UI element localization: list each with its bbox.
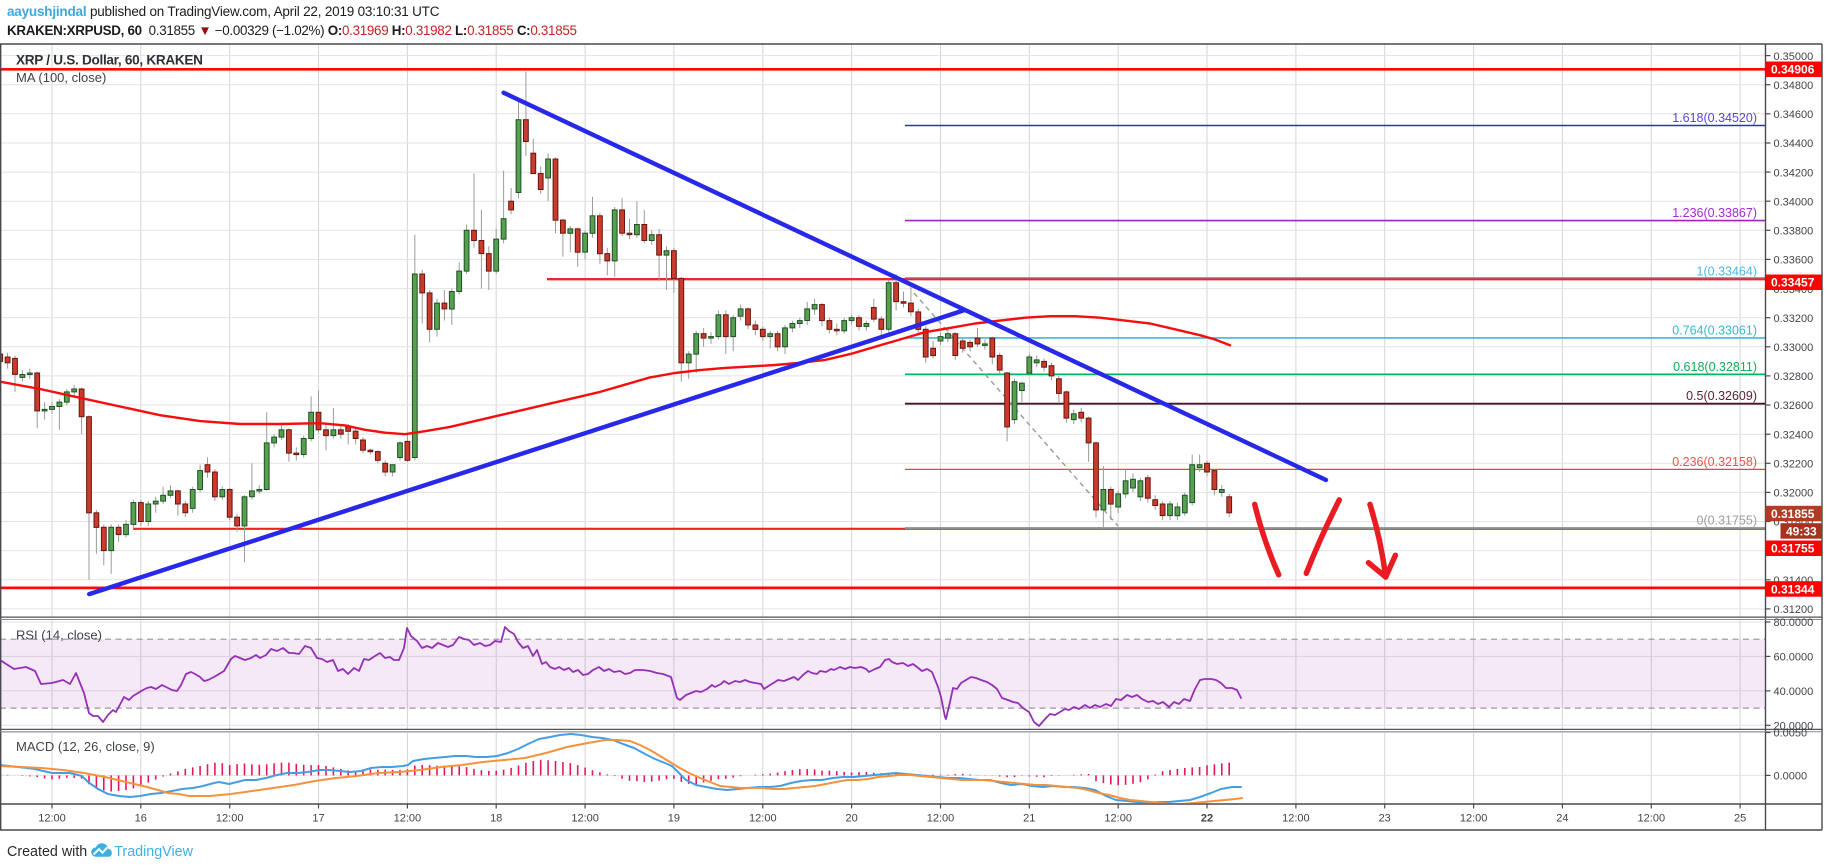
svg-text:12:00: 12:00 xyxy=(1282,813,1310,825)
svg-text:16: 16 xyxy=(135,813,147,825)
svg-text:0.34800: 0.34800 xyxy=(1774,80,1814,92)
svg-text:0.236(0.32158): 0.236(0.32158) xyxy=(1672,455,1757,469)
svg-text:0.33600: 0.33600 xyxy=(1774,255,1814,267)
svg-text:19: 19 xyxy=(668,813,680,825)
svg-text:0.35000: 0.35000 xyxy=(1774,51,1814,63)
svg-text:0.32600: 0.32600 xyxy=(1774,400,1814,412)
svg-text:0.33457: 0.33457 xyxy=(1771,276,1815,290)
svg-text:12:00: 12:00 xyxy=(571,813,599,825)
svg-text:0.34906: 0.34906 xyxy=(1771,63,1815,77)
svg-text:MACD (12, 26, close, 9): MACD (12, 26, close, 9) xyxy=(16,739,155,754)
svg-text:23: 23 xyxy=(1379,813,1391,825)
svg-text:RSI (14, close): RSI (14, close) xyxy=(16,628,102,643)
svg-text:25: 25 xyxy=(1734,813,1746,825)
svg-text:0.32000: 0.32000 xyxy=(1774,488,1814,500)
svg-text:0.32800: 0.32800 xyxy=(1774,371,1814,383)
svg-text:49:33: 49:33 xyxy=(1786,524,1817,538)
svg-text:0.34200: 0.34200 xyxy=(1774,167,1814,179)
svg-text:21: 21 xyxy=(1023,813,1035,825)
svg-text:1(0.33464): 1(0.33464) xyxy=(1697,265,1757,279)
svg-text:80.0000: 80.0000 xyxy=(1774,617,1814,629)
svg-text:0(0.31755): 0(0.31755) xyxy=(1697,514,1757,528)
svg-text:18: 18 xyxy=(490,813,502,825)
svg-text:0.0000: 0.0000 xyxy=(1774,771,1808,783)
svg-text:0.33000: 0.33000 xyxy=(1774,342,1814,354)
svg-text:0.764(0.33061): 0.764(0.33061) xyxy=(1672,323,1757,337)
svg-text:0.31344: 0.31344 xyxy=(1771,582,1815,596)
svg-text:12:00: 12:00 xyxy=(927,813,955,825)
svg-text:22: 22 xyxy=(1201,813,1213,825)
svg-text:MA (100, close): MA (100, close) xyxy=(16,70,106,85)
svg-text:0.618(0.32811): 0.618(0.32811) xyxy=(1673,360,1757,374)
svg-text:0.32200: 0.32200 xyxy=(1774,459,1814,471)
svg-text:12:00: 12:00 xyxy=(38,813,66,825)
svg-text:12:00: 12:00 xyxy=(1104,813,1132,825)
svg-text:60.0000: 60.0000 xyxy=(1774,652,1814,664)
svg-text:0.32400: 0.32400 xyxy=(1774,429,1814,441)
svg-text:0.31755: 0.31755 xyxy=(1771,542,1815,556)
svg-text:20.0000: 20.0000 xyxy=(1774,721,1814,733)
svg-text:0.34000: 0.34000 xyxy=(1774,196,1814,208)
svg-text:17: 17 xyxy=(312,813,324,825)
svg-text:20: 20 xyxy=(845,813,857,825)
svg-text:12:00: 12:00 xyxy=(749,813,777,825)
svg-text:24: 24 xyxy=(1556,813,1568,825)
svg-text:0.33200: 0.33200 xyxy=(1774,313,1814,325)
svg-text:0.34600: 0.34600 xyxy=(1774,109,1814,121)
svg-text:0.33800: 0.33800 xyxy=(1774,226,1814,238)
svg-text:12:00: 12:00 xyxy=(216,813,244,825)
svg-text:0.31200: 0.31200 xyxy=(1774,604,1814,616)
svg-text:1.618(0.34520): 1.618(0.34520) xyxy=(1672,111,1757,125)
svg-text:40.0000: 40.0000 xyxy=(1774,686,1814,698)
svg-text:1.236(0.33867): 1.236(0.33867) xyxy=(1672,206,1757,220)
svg-text:0.5(0.32609): 0.5(0.32609) xyxy=(1686,389,1757,403)
svg-text:0.34400: 0.34400 xyxy=(1774,138,1814,150)
svg-text:XRP / U.S. Dollar, 60, KRAKEN: XRP / U.S. Dollar, 60, KRAKEN xyxy=(16,53,203,68)
svg-text:12:00: 12:00 xyxy=(1460,813,1488,825)
svg-text:12:00: 12:00 xyxy=(1638,813,1666,825)
svg-text:12:00: 12:00 xyxy=(394,813,422,825)
svg-text:0.0050: 0.0050 xyxy=(1774,728,1808,740)
svg-text:0.31855: 0.31855 xyxy=(1771,507,1815,521)
